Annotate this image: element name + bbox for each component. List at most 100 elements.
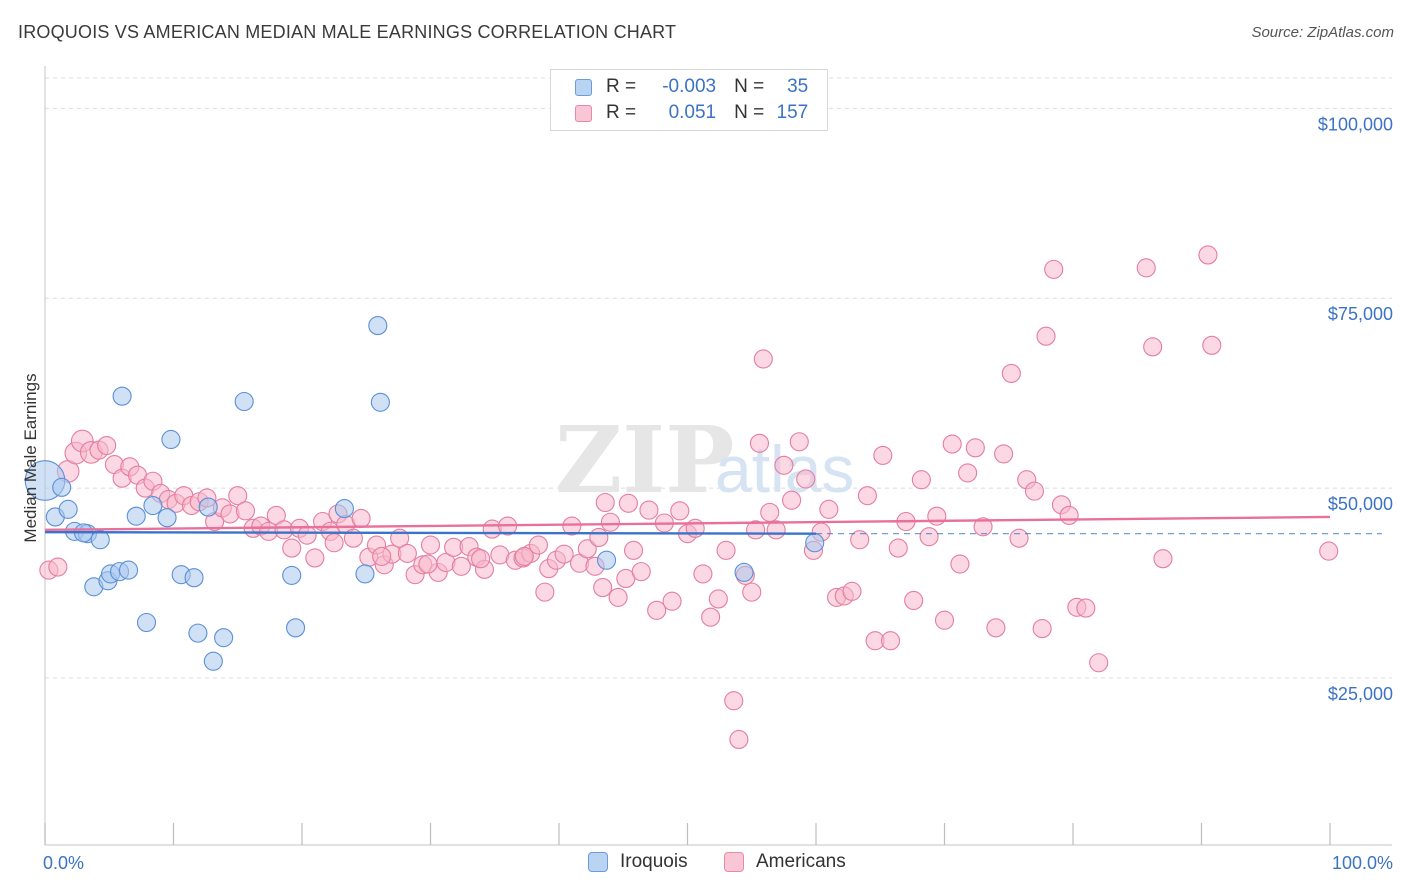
- iroquois-point: [355, 564, 375, 584]
- iroquois-legend-label: Iroquois: [620, 851, 688, 872]
- iroquois-point: [805, 533, 825, 553]
- americans-point: [880, 631, 901, 651]
- americans-point: [305, 548, 325, 568]
- americans-point: [1032, 619, 1052, 639]
- americans-point: [753, 349, 773, 369]
- americans-point: [760, 502, 780, 522]
- y-tick-label: $25,000: [1328, 684, 1393, 704]
- iroquois-point: [136, 612, 157, 633]
- iroquois-point: [214, 628, 234, 648]
- iroquois-point: [734, 562, 754, 582]
- americans-point: [857, 486, 877, 506]
- americans-point: [514, 546, 534, 566]
- correlation-legend: R = -0.003 N = 35 R = 0.051 N = 157: [550, 69, 828, 131]
- americans-point: [927, 506, 947, 526]
- iroquois-point: [203, 651, 223, 671]
- americans-point: [420, 535, 441, 555]
- iroquois-point: [286, 618, 306, 638]
- n-label: N =: [734, 76, 765, 97]
- americans-point: [1076, 598, 1096, 618]
- americans-point: [482, 519, 502, 539]
- americans-point: [1202, 335, 1222, 355]
- legend-row-americans: R = 0.051 N = 157: [575, 101, 808, 125]
- americans-point: [716, 540, 736, 560]
- americans-trend-line: [44, 515, 1331, 532]
- americans-point: [685, 518, 705, 538]
- y-tick-label: $50,000: [1328, 494, 1393, 514]
- americans-point: [986, 618, 1006, 638]
- americans-point: [471, 549, 491, 569]
- americans-point: [693, 564, 713, 584]
- americans-point: [950, 554, 970, 574]
- americans-point: [724, 691, 744, 711]
- americans-point: [600, 512, 620, 532]
- americans-point: [1089, 653, 1109, 673]
- americans-point: [631, 562, 651, 582]
- iroquois-point: [184, 568, 204, 588]
- americans-point: [351, 508, 371, 529]
- americans-point: [608, 587, 628, 607]
- series-legend: Iroquois Americans: [0, 851, 1406, 877]
- r-value: 0.051: [668, 102, 717, 123]
- axis-labels: $25,000 $50,000 $75,000 $100,000 0.0% 100.0% M…: [21, 114, 1393, 873]
- americans-legend-swatch: [724, 852, 744, 872]
- iroquois-point: [282, 565, 302, 585]
- legend-item-iroquois: Iroquois: [588, 851, 688, 873]
- americans-point: [958, 463, 978, 483]
- americans-point: [451, 556, 471, 576]
- americans-point: [873, 445, 893, 465]
- gridlines: [45, 77, 1392, 679]
- americans-point: [729, 729, 749, 749]
- americans-point: [911, 470, 931, 490]
- iroquois-point: [157, 508, 177, 528]
- americans-point: [1198, 245, 1218, 265]
- americans-point: [623, 540, 644, 560]
- americans-point: [708, 589, 728, 609]
- iroquois-point: [58, 499, 78, 519]
- americans-swatch: [575, 104, 592, 122]
- iroquois-trend-line: [44, 530, 817, 535]
- iroquois-point: [161, 429, 181, 450]
- americans-point: [1009, 528, 1029, 548]
- iroquois-point: [334, 499, 354, 519]
- americans-point: [48, 557, 68, 577]
- americans-point: [297, 525, 317, 545]
- iroquois-swatch: [575, 78, 592, 96]
- americans-point: [1059, 505, 1079, 525]
- americans-point: [973, 517, 993, 537]
- americans-point: [418, 554, 438, 574]
- americans-point: [554, 544, 574, 564]
- iroquois-point: [90, 530, 110, 550]
- americans-point: [1143, 337, 1163, 357]
- americans-point: [282, 538, 302, 558]
- americans-point: [942, 434, 962, 454]
- r-label: R =: [606, 76, 637, 97]
- americans-point: [1001, 363, 1021, 383]
- n-label: N =: [734, 102, 765, 123]
- americans-point: [1024, 481, 1044, 501]
- americans-point: [670, 501, 690, 521]
- source-credit: Source: ZipAtlas.com: [1251, 24, 1394, 41]
- iroquois-point: [596, 550, 617, 570]
- americans-point: [782, 490, 802, 510]
- americans-point: [97, 436, 117, 456]
- americans-point: [220, 504, 240, 524]
- americans-point: [904, 590, 924, 611]
- legend-row-iroquois: R = -0.003 N = 35: [575, 75, 808, 99]
- americans-point: [1036, 326, 1056, 346]
- trend-lines: [44, 515, 1382, 535]
- n-value: 157: [776, 102, 809, 123]
- iroquois-point: [198, 497, 218, 517]
- americans-point: [618, 493, 638, 513]
- americans-point: [535, 582, 555, 602]
- y-tick-label: $75,000: [1328, 304, 1393, 324]
- y-axis-title: Median Male Earnings: [21, 373, 40, 542]
- axes: [44, 66, 1392, 846]
- americans-point: [796, 469, 816, 489]
- americans-point: [324, 533, 344, 553]
- americans-point: [528, 535, 548, 555]
- iroquois-point: [143, 495, 163, 516]
- iroquois-point: [112, 386, 132, 406]
- americans-point: [888, 538, 908, 558]
- iroquois-point: [370, 392, 390, 412]
